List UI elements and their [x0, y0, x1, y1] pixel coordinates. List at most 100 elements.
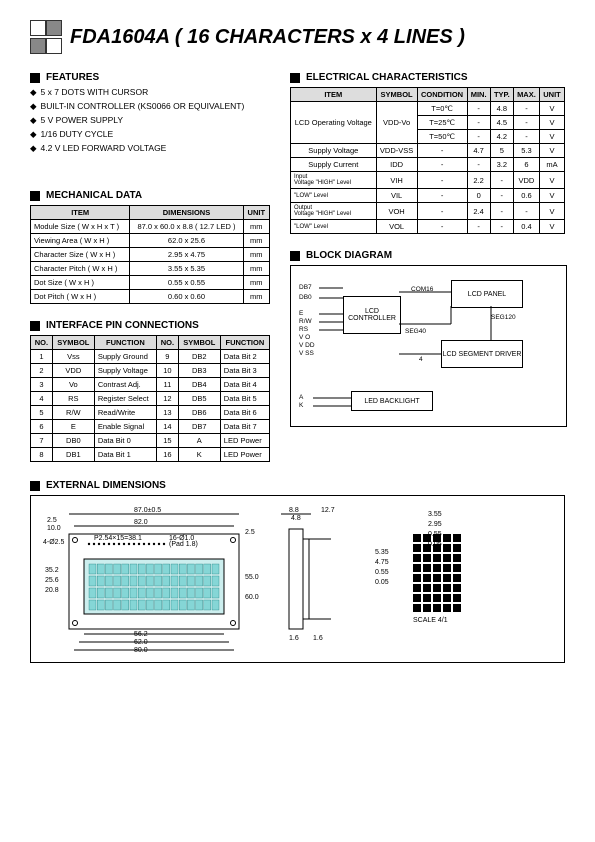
- mech-cell: 62.0 x 25.6: [130, 234, 243, 248]
- if-cell: Contrast Adj.: [94, 378, 156, 392]
- if-cell: Vss: [52, 350, 94, 364]
- bd-label: K: [299, 402, 303, 409]
- if-cell: Data Bit 6: [220, 406, 269, 420]
- interface-header: INTERFACE PIN CONNECTIONS: [30, 320, 270, 331]
- side-view-drawing: 8.8 4.8 12.7 1.6 1.6: [271, 504, 361, 654]
- mechanical-table: ITEM DIMENSIONS UNIT Module Size ( W x H…: [30, 205, 270, 304]
- mech-th: ITEM: [31, 206, 130, 220]
- if-cell: DB1: [52, 448, 94, 462]
- svg-text:12.7: 12.7: [321, 507, 335, 514]
- svg-text:60.0±0.5: 60.0±0.5: [245, 594, 259, 601]
- if-cell: Supply Voltage: [94, 364, 156, 378]
- svg-text:4.8: 4.8: [291, 515, 301, 522]
- if-cell: DB2: [178, 350, 220, 364]
- if-cell: 7: [31, 434, 53, 448]
- block-diagram: DB7 DB0 E R/W RS V O V DD V SS A K LCD C…: [290, 265, 567, 427]
- bd-label: E: [299, 310, 303, 317]
- if-cell: Data Bit 5: [220, 392, 269, 406]
- svg-text:2.5: 2.5: [245, 529, 255, 536]
- if-cell: 14: [156, 420, 178, 434]
- if-cell: Data Bit 2: [220, 350, 269, 364]
- if-cell: Read/Write: [94, 406, 156, 420]
- svg-text:87.0±0.5: 87.0±0.5: [134, 507, 161, 514]
- el-th: TYP.: [490, 88, 513, 102]
- svg-text:3.55: 3.55: [428, 511, 442, 518]
- if-cell: DB4: [178, 378, 220, 392]
- if-cell: VDD: [52, 364, 94, 378]
- feature-item: 1/16 DUTY CYCLE: [30, 129, 270, 140]
- mech-cell: mm: [243, 248, 269, 262]
- bd-wire: COM16: [411, 286, 433, 293]
- svg-text:SCALE 4/1: SCALE 4/1: [413, 617, 448, 624]
- el-th: MIN.: [467, 88, 490, 102]
- el-th: CONDITION: [417, 88, 467, 102]
- front-view-drawing: 87.0±0.5 2.5 10.0 82.0 P2.54×15=38.1 16-…: [39, 504, 259, 654]
- logo-icon: [30, 20, 60, 54]
- if-cell: DB6: [178, 406, 220, 420]
- bd-panel: LCD PANEL: [451, 280, 523, 308]
- if-cell: DB0: [52, 434, 94, 448]
- bd-label: R/W: [299, 318, 312, 325]
- mech-cell: mm: [243, 262, 269, 276]
- el-th: UNIT: [540, 88, 565, 102]
- interface-table: NO. SYMBOL FUNCTION NO. SYMBOL FUNCTION …: [30, 335, 270, 462]
- if-cell: 2: [31, 364, 53, 378]
- external-header: EXTERNAL DIMENSIONS: [30, 480, 565, 491]
- if-cell: 12: [156, 392, 178, 406]
- page-title: FDA1604A ( 16 CHARACTERS x 4 LINES ): [70, 26, 465, 49]
- bd-wire: SEG40: [405, 328, 426, 335]
- el-th: ITEM: [291, 88, 377, 102]
- bd-label: DB7: [299, 284, 312, 291]
- mech-cell: mm: [243, 276, 269, 290]
- feature-item: 4.2 V LED FORWARD VOLTAGE: [30, 143, 270, 154]
- bd-driver: LCD SEGMENT DRIVER: [441, 340, 523, 368]
- feature-item: 5 x 7 DOTS WITH CURSOR: [30, 87, 270, 98]
- svg-text:4-Ø2.5: 4-Ø2.5: [43, 539, 65, 546]
- if-th: NO.: [156, 336, 178, 350]
- svg-text:8.8: 8.8: [289, 507, 299, 514]
- feature-item: 5 V POWER SUPPLY: [30, 115, 270, 126]
- svg-text:0.55: 0.55: [375, 569, 389, 576]
- mech-cell: mm: [243, 220, 269, 234]
- mech-cell: 3.55 x 5.35: [130, 262, 243, 276]
- svg-text:82.0: 82.0: [134, 519, 148, 526]
- if-cell: 15: [156, 434, 178, 448]
- if-cell: 6: [31, 420, 53, 434]
- if-cell: 3: [31, 378, 53, 392]
- block-header: BLOCK DIAGRAM: [290, 250, 565, 261]
- if-th: NO.: [31, 336, 53, 350]
- if-cell: Data Bit 3: [220, 364, 269, 378]
- external-dimensions: 87.0±0.5 2.5 10.0 82.0 P2.54×15=38.1 16-…: [30, 495, 565, 663]
- if-cell: 5: [31, 406, 53, 420]
- svg-text:1.6: 1.6: [289, 635, 299, 642]
- svg-text:5.35: 5.35: [375, 549, 389, 556]
- if-cell: E: [52, 420, 94, 434]
- svg-text:55.0: 55.0: [245, 574, 259, 581]
- if-cell: K: [178, 448, 220, 462]
- if-cell: LED Power: [220, 434, 269, 448]
- mech-cell: 87.0 x 60.0 x 8.8 ( 12.7 LED ): [130, 220, 243, 234]
- dot-detail-drawing: 3.55 2.95 0.55 0.05 5.35 4.75 0.55 0.05 …: [373, 504, 483, 654]
- svg-text:10.0: 10.0: [47, 525, 61, 532]
- if-cell: R/W: [52, 406, 94, 420]
- if-cell: Data Bit 4: [220, 378, 269, 392]
- svg-text:0.05: 0.05: [375, 579, 389, 586]
- bd-wire: 4: [419, 356, 423, 363]
- if-cell: 4: [31, 392, 53, 406]
- if-cell: LED Power: [220, 448, 269, 462]
- if-cell: DB3: [178, 364, 220, 378]
- if-cell: 13: [156, 406, 178, 420]
- if-cell: RS: [52, 392, 94, 406]
- bd-label: V O: [299, 334, 310, 341]
- svg-text:(Pad 1.8): (Pad 1.8): [169, 541, 198, 548]
- bd-label: RS: [299, 326, 308, 333]
- if-th: FUNCTION: [220, 336, 269, 350]
- mech-cell: Character Pitch ( W x H ): [31, 262, 130, 276]
- if-cell: 16: [156, 448, 178, 462]
- mech-cell: Dot Pitch ( W x H ): [31, 290, 130, 304]
- if-cell: DB7: [178, 420, 220, 434]
- features-header: FEATURES: [30, 72, 270, 83]
- if-cell: Enable Signal: [94, 420, 156, 434]
- bd-backlight: LED BACKLIGHT: [351, 391, 433, 411]
- if-th: FUNCTION: [94, 336, 156, 350]
